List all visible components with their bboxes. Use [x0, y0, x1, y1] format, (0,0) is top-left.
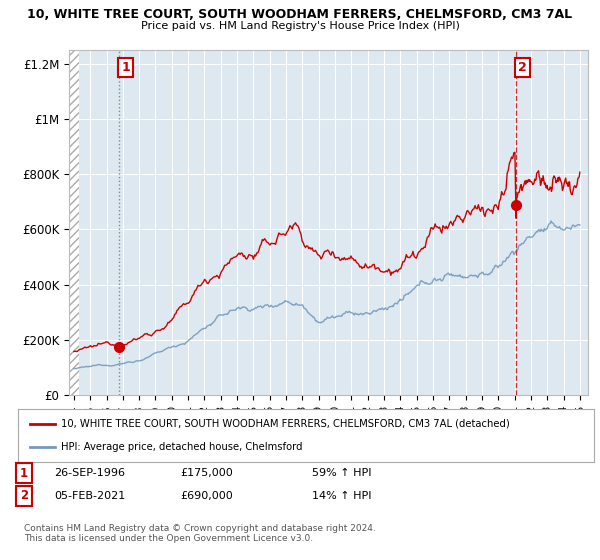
Text: 26-SEP-1996: 26-SEP-1996: [54, 468, 125, 478]
Text: £690,000: £690,000: [180, 491, 233, 501]
Text: 10, WHITE TREE COURT, SOUTH WOODHAM FERRERS, CHELMSFORD, CM3 7AL (detached): 10, WHITE TREE COURT, SOUTH WOODHAM FERR…: [61, 419, 510, 429]
Text: Price paid vs. HM Land Registry's House Price Index (HPI): Price paid vs. HM Land Registry's House …: [140, 21, 460, 31]
Text: 10, WHITE TREE COURT, SOUTH WOODHAM FERRERS, CHELMSFORD, CM3 7AL: 10, WHITE TREE COURT, SOUTH WOODHAM FERR…: [28, 8, 572, 21]
Text: Contains HM Land Registry data © Crown copyright and database right 2024.
This d: Contains HM Land Registry data © Crown c…: [24, 524, 376, 543]
Bar: [69, 50, 79, 395]
Text: 14% ↑ HPI: 14% ↑ HPI: [312, 491, 371, 501]
Text: 59% ↑ HPI: 59% ↑ HPI: [312, 468, 371, 478]
Text: HPI: Average price, detached house, Chelmsford: HPI: Average price, detached house, Chel…: [61, 442, 303, 452]
Text: 2: 2: [20, 489, 28, 502]
Text: £175,000: £175,000: [180, 468, 233, 478]
Text: 2: 2: [518, 60, 527, 74]
Text: 1: 1: [121, 60, 130, 74]
Text: 05-FEB-2021: 05-FEB-2021: [54, 491, 125, 501]
Text: 1: 1: [20, 466, 28, 480]
